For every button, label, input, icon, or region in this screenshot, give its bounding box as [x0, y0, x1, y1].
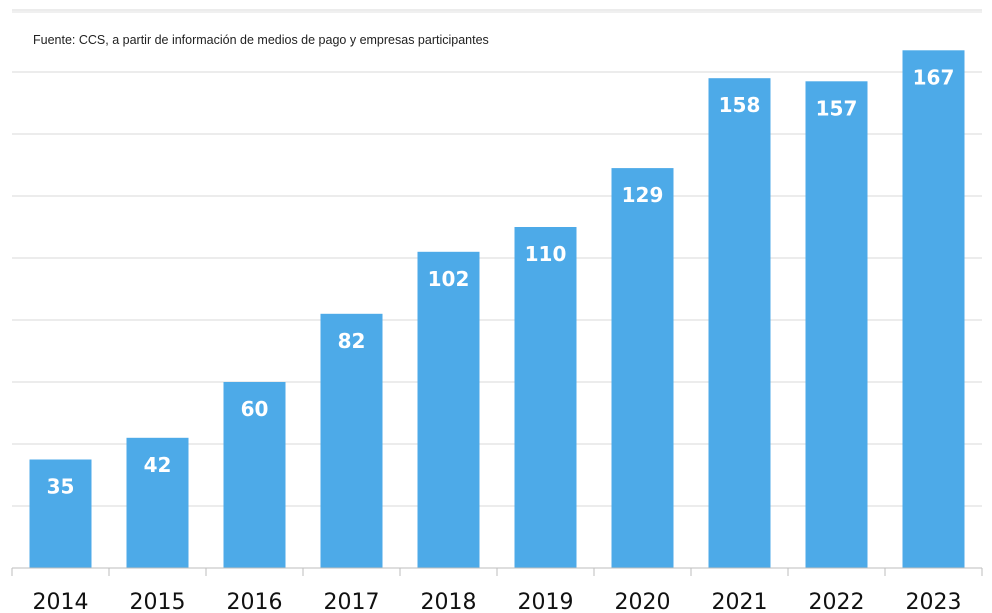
bars: [29, 50, 965, 569]
bar-data-labels: 35 42 60 82 102 110 129 158 157 167: [47, 65, 955, 498]
x-tick-label-2021: 2021: [712, 590, 768, 613]
bar-2015: [126, 437, 189, 568]
bar-label-2016: 60: [241, 397, 269, 421]
x-tick-label-2015: 2015: [130, 590, 186, 613]
source-note: Fuente: CCS, a partir de información de …: [33, 33, 489, 47]
x-tick-label-2014: 2014: [33, 590, 89, 613]
bar-2018: [417, 251, 480, 569]
bar-label-2021: 158: [719, 93, 761, 117]
x-tick-label-2017: 2017: [324, 590, 380, 613]
bar-label-2014: 35: [47, 475, 75, 499]
x-axis-tick-labels: 2014 2015 2016 2017 2018 2019 2020 2021 2022 2023: [33, 590, 962, 613]
bar-label-2023: 167: [913, 65, 955, 89]
bar-2016: [223, 382, 286, 568]
bar-2022: [805, 81, 868, 569]
bar-label-2019: 110: [525, 242, 567, 266]
x-tick-label-2020: 2020: [615, 590, 671, 613]
x-axis-ticks: [11, 568, 983, 576]
bar-2021: [708, 78, 771, 568]
x-tick-label-2016: 2016: [227, 590, 283, 613]
bar-2014: [29, 459, 92, 568]
bar-2020: [611, 168, 674, 568]
bar-label-2015: 42: [144, 453, 172, 477]
x-tick-label-2019: 2019: [518, 590, 574, 613]
x-tick-label-2018: 2018: [421, 590, 477, 613]
x-tick-label-2023: 2023: [906, 590, 962, 613]
bar-label-2017: 82: [338, 329, 366, 353]
bar-2017: [320, 313, 383, 568]
bar-label-2022: 157: [816, 96, 858, 120]
bar-label-2018: 102: [428, 267, 470, 291]
bar-2019: [514, 227, 577, 568]
bar-label-2020: 129: [622, 183, 664, 207]
x-tick-label-2022: 2022: [809, 590, 865, 613]
bar-2023: [902, 50, 965, 569]
